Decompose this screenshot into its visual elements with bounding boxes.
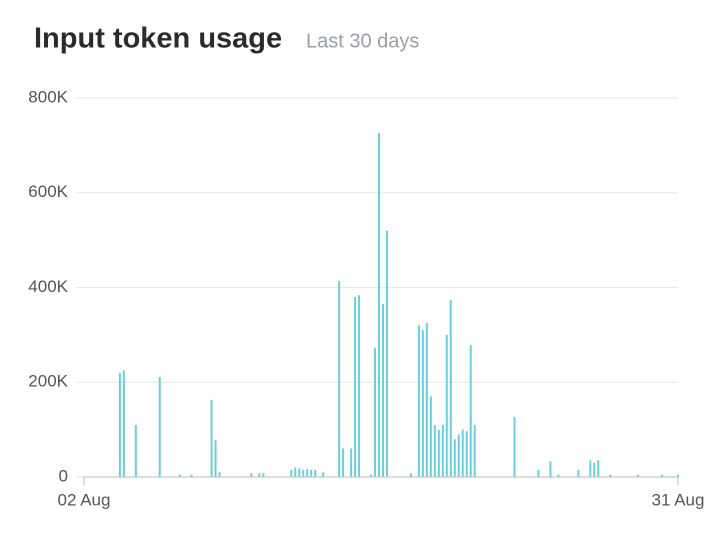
bar [473, 424, 476, 477]
bar [465, 431, 468, 477]
bar [609, 474, 612, 477]
chart-subtitle: Last 30 days [306, 30, 419, 52]
bar [258, 473, 261, 477]
bar [158, 377, 161, 477]
bar [290, 469, 293, 477]
bar [429, 396, 432, 477]
bar [677, 474, 679, 477]
bar [577, 469, 580, 477]
bar [354, 296, 357, 477]
bar [593, 462, 596, 477]
bar [549, 461, 552, 477]
bar [338, 280, 341, 477]
bar [441, 424, 444, 477]
y-tick-label: 0 [59, 466, 68, 485]
bar [385, 230, 388, 477]
bar [122, 370, 125, 477]
bar [537, 469, 540, 477]
bar [409, 473, 412, 477]
bar [298, 468, 301, 477]
bar [210, 399, 213, 477]
bar [370, 474, 373, 477]
bar [513, 416, 516, 477]
bar [457, 434, 460, 477]
bar [342, 448, 345, 477]
bar [322, 472, 325, 477]
bar [597, 460, 600, 477]
bar [461, 429, 464, 477]
bar [358, 295, 361, 477]
bar [449, 300, 452, 477]
bar [557, 474, 560, 477]
bar [433, 424, 436, 477]
bar [417, 325, 420, 477]
x-tick-label: 31 Aug [652, 490, 705, 509]
bar [214, 440, 217, 477]
y-tick-label: 200K [28, 372, 68, 391]
bar [453, 439, 456, 477]
x-tick-label: 02 Aug [58, 490, 111, 509]
bar [134, 424, 137, 477]
bar [350, 448, 353, 477]
bar [445, 334, 448, 477]
bar [302, 469, 305, 477]
y-tick-label: 600K [28, 182, 68, 201]
bar [589, 460, 592, 477]
bar [190, 474, 193, 477]
bar [178, 474, 181, 477]
bar [469, 345, 472, 477]
bar [306, 468, 309, 477]
bar [374, 347, 377, 477]
bar [310, 469, 313, 477]
bar [262, 473, 265, 477]
bar [294, 467, 297, 477]
bar [425, 323, 428, 477]
bar [381, 304, 384, 477]
y-tick-label: 800K [28, 87, 68, 106]
bar [378, 133, 381, 477]
chart-title: Input token usage [34, 23, 282, 55]
bar [637, 474, 640, 477]
bar [118, 372, 121, 477]
bar [661, 474, 664, 477]
bar [421, 330, 424, 477]
bar [218, 472, 221, 477]
bar [250, 473, 253, 477]
bar [314, 469, 317, 477]
bar [437, 429, 440, 477]
y-tick-label: 400K [28, 277, 68, 296]
